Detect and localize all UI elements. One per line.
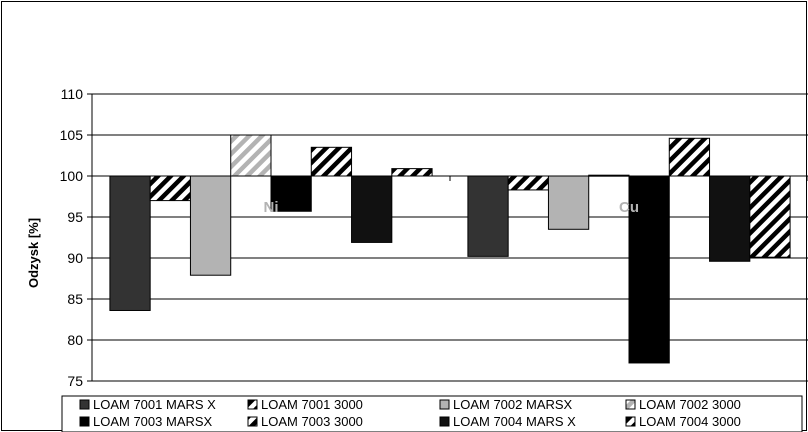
legend-entry-label: LOAM 7003 3000 — [261, 414, 363, 429]
legend-entry-label: LOAM 7003 MARSX — [93, 414, 213, 429]
bar-cu-series-1 — [467, 175, 509, 257]
axes — [91, 94, 808, 381]
bar-cu-series-3 — [547, 175, 590, 230]
bar-ni-series-8 — [391, 168, 433, 177]
legend-entry-label: LOAM 7002 MARSX — [453, 397, 573, 412]
legend-swatch — [439, 399, 450, 410]
legend-entry-label: LOAM 7004 3000 — [639, 414, 741, 429]
legend-box — [61, 395, 803, 432]
y-axis-ticks: 75 80 85 90 95 100 105 110 — [60, 86, 92, 389]
legend-swatch — [247, 399, 258, 410]
legend: LOAM 7001 MARS X LOAM 7001 3000 LOAM 7002 … — [61, 395, 803, 432]
y-tick-label: 110 — [61, 86, 84, 102]
legend-swatch — [79, 399, 90, 410]
bar-cu-series-7 — [709, 175, 751, 262]
legend-entry-label: LOAM 7002 3000 — [639, 397, 741, 412]
y-tick-label: 80 — [67, 332, 83, 348]
bar-cu-series-2 — [507, 175, 549, 191]
bars — [109, 134, 791, 364]
y-axis-label: Odzysk [%] — [26, 218, 41, 288]
legend-entry-label: LOAM 7004 MARS X — [453, 414, 576, 429]
y-tick-label: 105 — [60, 127, 84, 143]
bar-ni-series-6 — [310, 146, 353, 177]
legend-entry-label: LOAM 7001 MARS X — [93, 397, 216, 412]
y-tick-label: 90 — [67, 250, 83, 266]
y-tick-label: 100 — [60, 168, 84, 184]
bar-ni-series-4 — [230, 134, 272, 177]
legend-swatch — [247, 416, 258, 427]
category-label: Cu — [619, 199, 639, 216]
y-tick-label: 75 — [67, 373, 83, 389]
bar-cu-series-6 — [668, 137, 711, 177]
category-label: Ni — [264, 199, 279, 216]
legend-swatch — [625, 399, 636, 410]
bar-cu-series-8 — [749, 175, 791, 258]
legend-swatch — [625, 416, 636, 427]
category-labels: Ni Cu — [264, 199, 640, 216]
y-tick-label: 95 — [67, 209, 83, 225]
bar-cu-series-5 — [628, 175, 670, 364]
legend-swatch — [439, 416, 450, 427]
legend-swatch — [79, 416, 90, 427]
bar-ni-series-3 — [189, 175, 232, 276]
bar-ni-series-2 — [149, 175, 191, 202]
bar-ni-series-1 — [109, 175, 151, 311]
legend-entry-label: LOAM 7001 3000 — [261, 397, 363, 412]
bar-ni-series-7 — [351, 175, 393, 243]
bar-ni-series-5 — [270, 175, 312, 212]
y-tick-label: 85 — [67, 291, 83, 307]
